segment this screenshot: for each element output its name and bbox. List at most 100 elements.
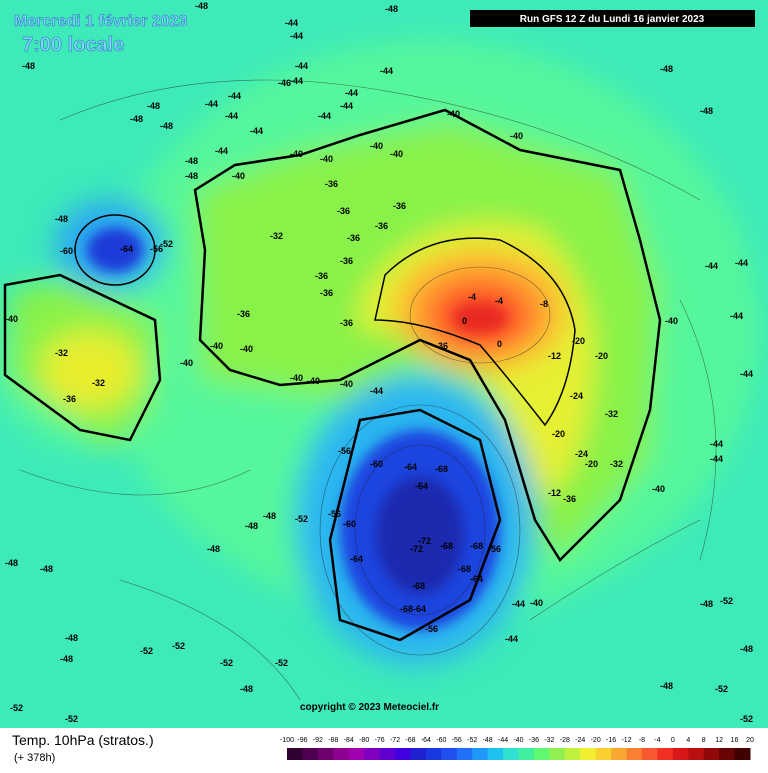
contour-label: -64: [415, 481, 428, 491]
contour-label: -44: [215, 146, 228, 156]
contour-label: -24: [570, 391, 583, 401]
colorbar-cell: [626, 748, 643, 760]
contour-label: -48: [263, 511, 276, 521]
colorbar-tick: 20: [746, 737, 754, 744]
contour-label: -32: [55, 348, 68, 358]
contour-labels: -48 -48-44-44-48 -44-44-46-44-44-44-48-44-…: [5, 1, 753, 724]
run-label: Run GFS 12 Z du Lundi 16 janvier 2023: [520, 14, 705, 25]
contour-label: -68: [440, 541, 453, 551]
contour-label: -48: [240, 684, 253, 694]
colorbar-tick: -64: [421, 737, 431, 744]
colorbar-cell: [487, 748, 504, 760]
contour-label: -40: [5, 314, 18, 324]
contour-label: -64: [404, 462, 417, 472]
contour-label: -56: [338, 446, 351, 456]
colorbar-cell: [611, 748, 628, 760]
colorbar-cell: [317, 748, 334, 760]
contour-label: -44: [710, 454, 723, 464]
contour-label: -52: [295, 514, 308, 524]
contour-label: -60: [343, 519, 356, 529]
colorbar-tick: -52: [467, 737, 477, 744]
contour-label: -44: [735, 258, 748, 268]
colorbar-tick: -68: [405, 737, 415, 744]
colorbar-tick: -36: [529, 737, 539, 744]
contour-label: -60: [370, 459, 383, 469]
contour-label: -68: [470, 541, 483, 551]
contour-label: -40: [510, 131, 523, 141]
contour-label: -40: [180, 358, 193, 368]
contour-label: -8: [540, 299, 548, 309]
contour-label: -44: [380, 66, 393, 76]
contour-label: -40: [240, 344, 253, 354]
contour-label: -64: [470, 574, 483, 584]
colorbar-tick: 4: [686, 737, 690, 744]
contour-label: -40: [665, 316, 678, 326]
copyright: copyright © 2023 Meteociel.fr: [300, 702, 439, 713]
contour-label: -40: [652, 484, 665, 494]
contour-label: -56: [488, 544, 501, 554]
contour-label: -52: [220, 658, 233, 668]
colorbar-cell: [425, 748, 442, 760]
colorbar-cell: [348, 748, 365, 760]
contour-label: -36: [375, 221, 388, 231]
contour-label: -44: [340, 101, 353, 111]
colorbar-tick: 0: [671, 737, 675, 744]
contour-label: -44: [370, 386, 383, 396]
contour-label: -20: [585, 459, 598, 469]
colorbar-tick: -44: [498, 737, 508, 744]
colorbar-tick: -48: [483, 737, 493, 744]
colorbar-cell: [549, 748, 566, 760]
colorbar-cell: [472, 748, 489, 760]
contour-label: -44: [295, 61, 308, 71]
colorbar-cell: [395, 748, 411, 760]
colorbar: -100 -96 -92 -88 -84 -80 -76 -72 -68 -64 -60 -56 -52…: [280, 737, 754, 760]
colorbar-cell: [580, 748, 597, 760]
contour-label: -72: [418, 536, 431, 546]
contour-label: -40: [307, 376, 320, 386]
colorbar-cell: [503, 748, 519, 760]
contour-label: -68: [435, 464, 448, 474]
contour-label: -36: [315, 271, 328, 281]
contour-label: -44: [228, 91, 241, 101]
colorbar-tick: -12: [621, 737, 631, 744]
colorbar-cell: [672, 748, 689, 760]
colorbar-tick: 16: [731, 737, 739, 744]
colorbar-tick: -20: [591, 737, 601, 744]
colorbar-cell: [703, 748, 720, 760]
contour-label: -44: [290, 76, 303, 86]
contour-label: -48: [195, 1, 208, 11]
contour-label: -48: [147, 101, 160, 111]
colorbar-tick: -16: [606, 737, 616, 744]
contour-label: -48: [185, 171, 198, 181]
date-label: Mercredi 1 février 2023: [14, 13, 188, 30]
colorbar-cell: [518, 748, 535, 760]
contour-label: -40: [447, 109, 460, 119]
contour-label: -48: [22, 61, 35, 71]
contour-label: -56: [328, 509, 341, 519]
colorbar-cell: [364, 748, 381, 760]
contour-label: -36: [347, 233, 360, 243]
colorbar-cell: [595, 748, 612, 760]
contour-label: -40: [210, 341, 223, 351]
colorbar-tick: -28: [560, 737, 570, 744]
colorbar-tick: -32: [544, 737, 554, 744]
colorbar-cell: [287, 748, 303, 760]
contour-label: -36: [63, 394, 76, 404]
colorbar-tick: -24: [575, 737, 585, 744]
contour-label: -44: [285, 18, 298, 28]
contour-label: -44: [740, 369, 753, 379]
contour-label: -44: [318, 111, 331, 121]
contour-label: -48: [207, 544, 220, 554]
contour-label: -36: [237, 309, 250, 319]
contour-label: -40: [320, 154, 333, 164]
contour-label: -68: [458, 564, 471, 574]
contour-label: -52: [275, 658, 288, 668]
colorbar-cell: [719, 748, 736, 760]
contour-label: -36: [320, 288, 333, 298]
contour-label: -48: [660, 681, 673, 691]
colorbar-cell: [379, 748, 396, 760]
contour-label: -52: [65, 714, 78, 724]
colorbar-cell: [456, 748, 473, 760]
contour-label: -48: [130, 114, 143, 124]
